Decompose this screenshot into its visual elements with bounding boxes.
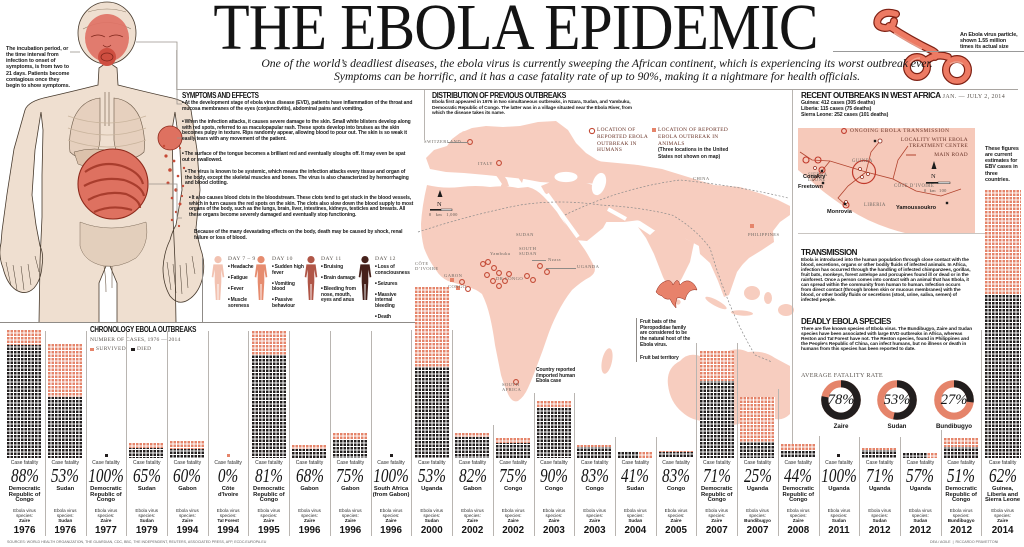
svg-text:N: N [437,201,442,208]
svg-text:N: N [931,173,936,180]
